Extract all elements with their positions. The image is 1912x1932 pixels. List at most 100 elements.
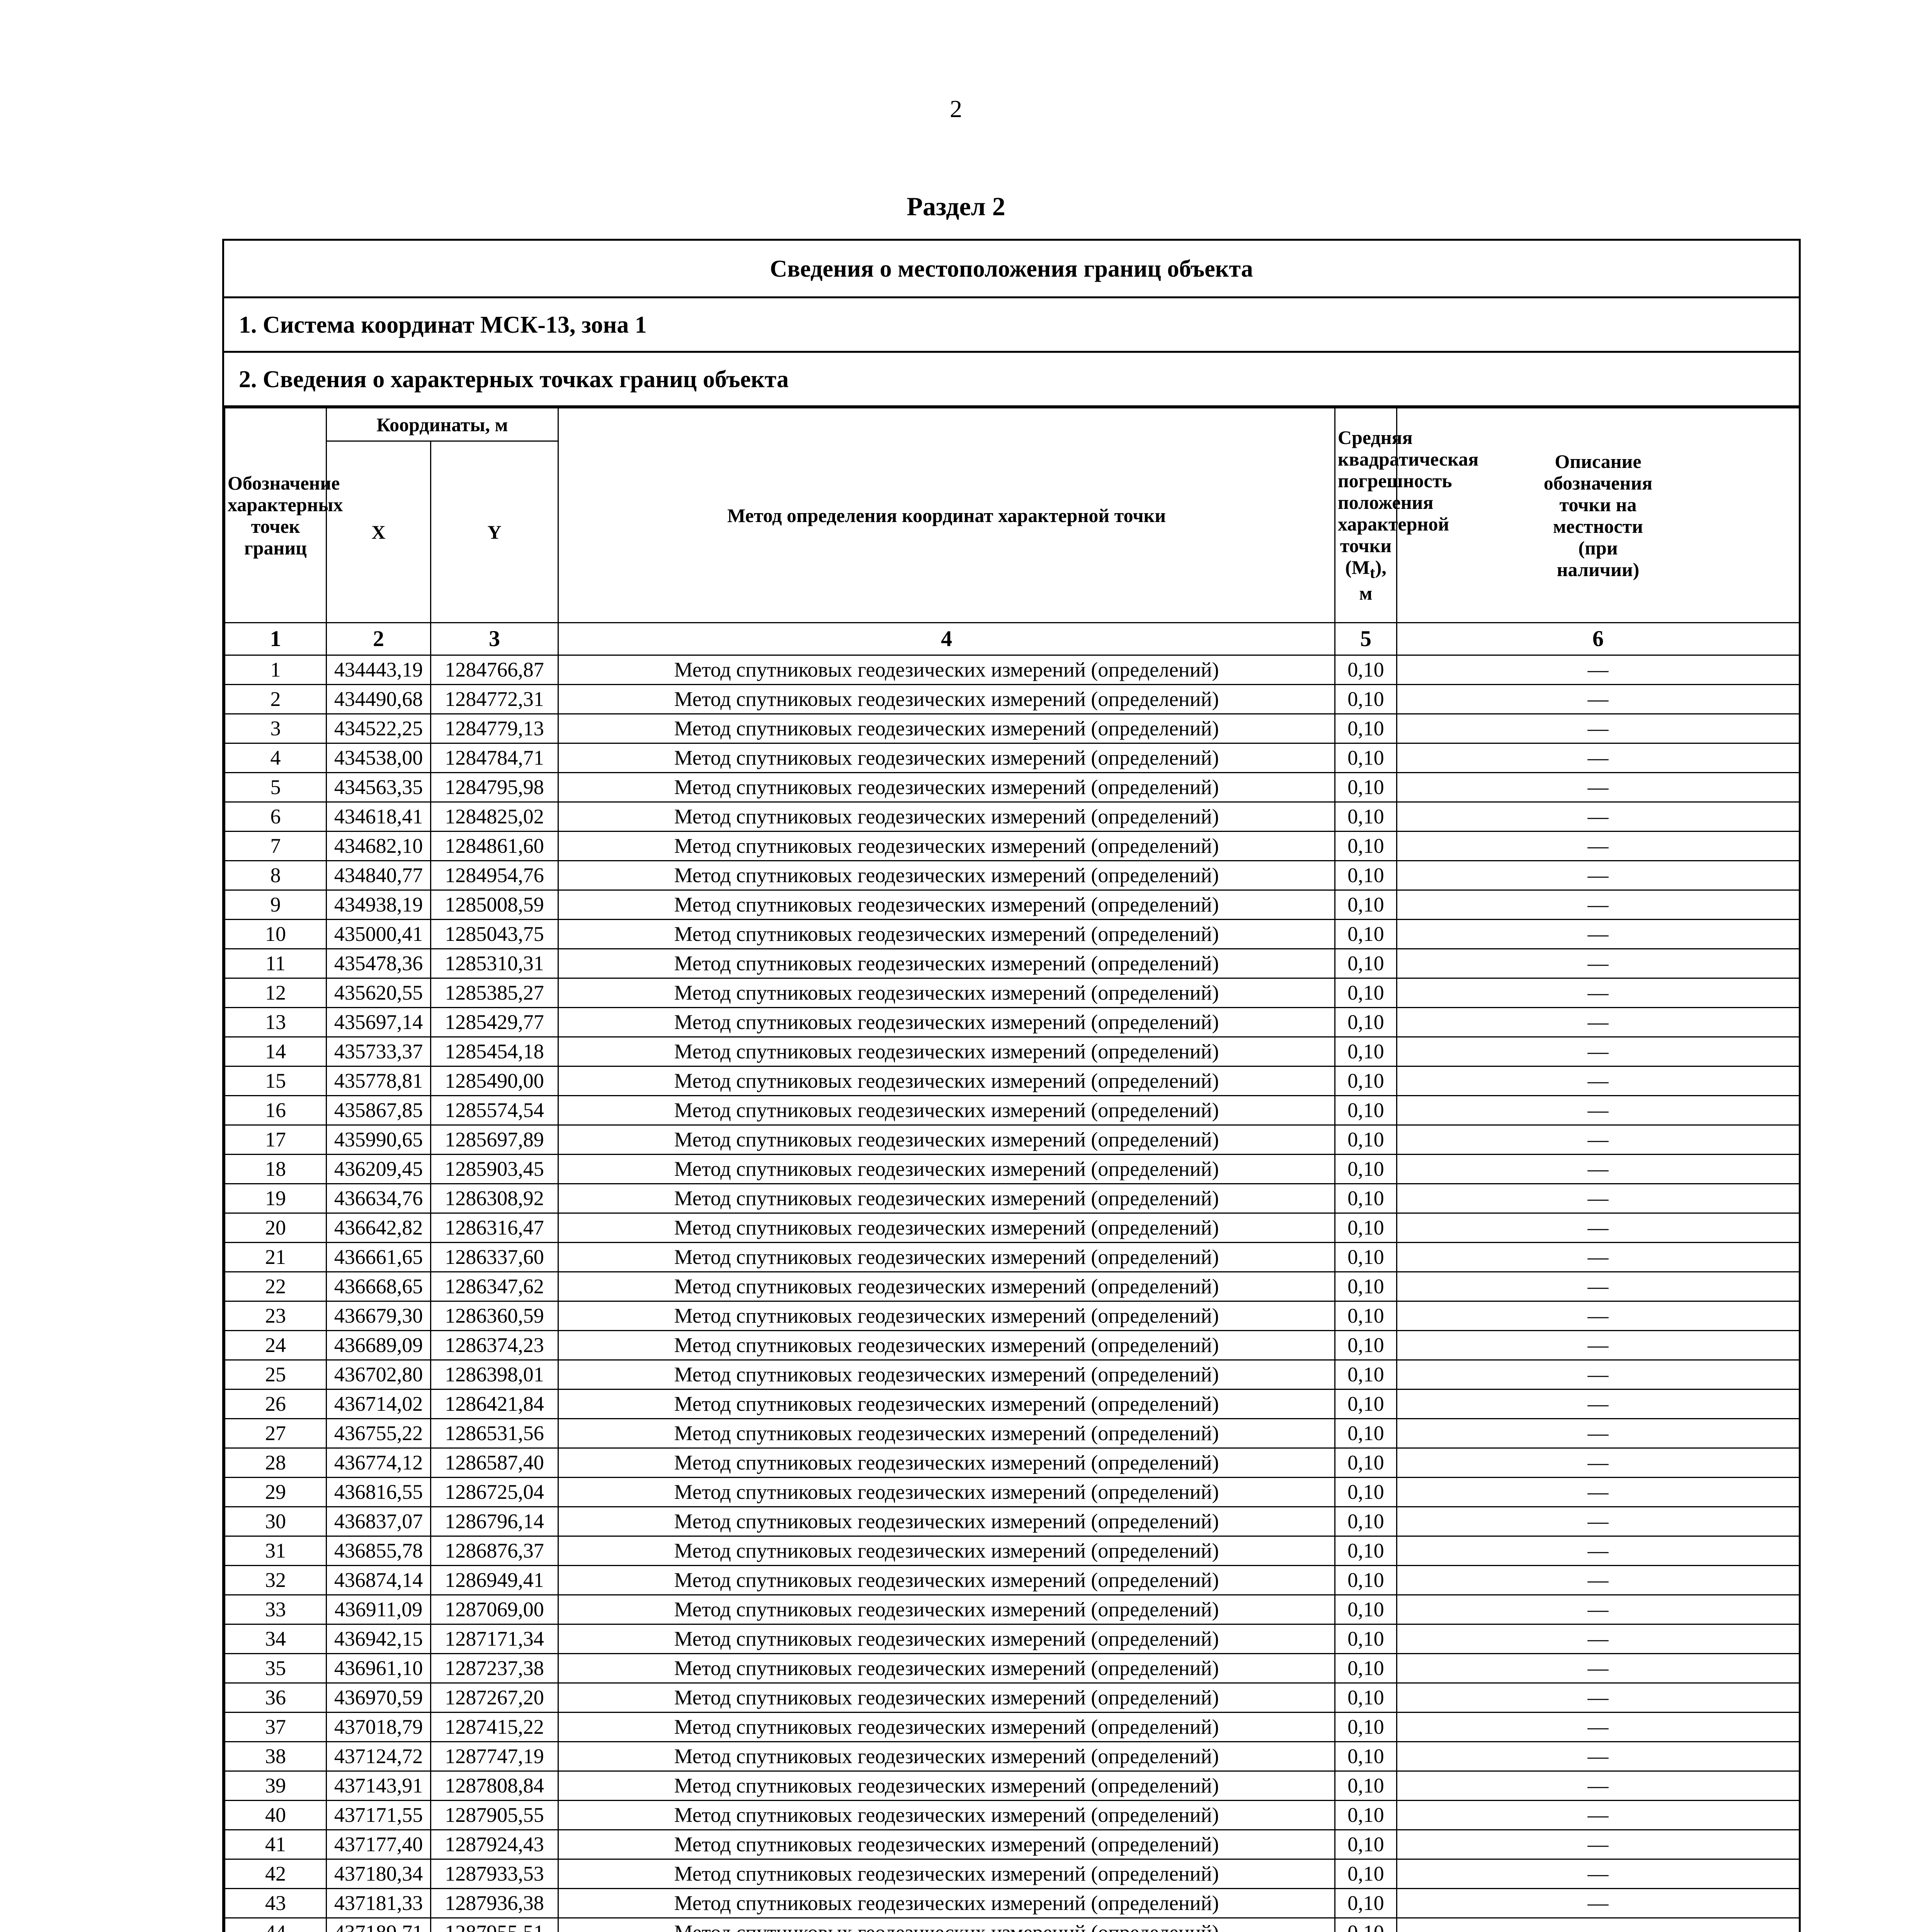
cell-y: 1287936,38: [430, 1888, 559, 1918]
cell-error: 0,10: [1334, 1389, 1397, 1419]
pd-line-3: точек границ: [244, 515, 307, 559]
cell-method: Метод спутниковых геодезических измерени…: [558, 1859, 1335, 1889]
table-row: 23 436679,30 1286360,59 Метод спутниковых г…: [224, 1301, 1800, 1331]
cell-x: 435000,41: [326, 919, 431, 949]
cell-error: 0,10: [1334, 1036, 1397, 1067]
cell-error: 0,10: [1334, 1682, 1397, 1713]
cell-method: Метод спутниковых геодезических измерени…: [558, 889, 1335, 920]
cell-error: 0,10: [1334, 919, 1397, 949]
cell-description: —: [1396, 1770, 1800, 1801]
err-line-2: квадратическая: [1338, 448, 1479, 470]
table-row: 15 435778,81 1285490,00 Метод спутниковых г…: [224, 1066, 1800, 1096]
table-row: 33 436911,09 1287069,00 Метод спутниковых г…: [224, 1594, 1800, 1625]
cell-y: 1286360,59: [430, 1301, 559, 1331]
cell-error: 0,10: [1334, 655, 1397, 685]
cell-description: —: [1396, 1066, 1800, 1096]
table-row: 31 436855,78 1286876,37 Метод спутниковых г…: [224, 1536, 1800, 1566]
desc-line-6: наличии): [1556, 558, 1640, 580]
cell-x: 436816,55: [326, 1477, 431, 1507]
cell-error: 0,10: [1334, 1154, 1397, 1184]
cell-description: —: [1396, 1624, 1800, 1654]
cell-error: 0,10: [1334, 889, 1397, 920]
cell-point-number: 44: [224, 1917, 327, 1932]
cell-y: 1284861,60: [430, 831, 559, 861]
table-row: 39 437143,91 1287808,84 Метод спутниковых г…: [224, 1770, 1800, 1801]
cell-y: 1286398,01: [430, 1359, 559, 1390]
table-row: 14 435733,37 1285454,18 Метод спутниковых г…: [224, 1036, 1800, 1067]
cell-method: Метод спутниковых геодезических измерени…: [558, 919, 1335, 949]
cell-description: —: [1396, 1301, 1800, 1331]
cell-y: 1285008,59: [430, 889, 559, 920]
desc-line-5: (при: [1578, 537, 1618, 559]
cell-y: 1284825,02: [430, 801, 559, 832]
table-head: Обозначение характерных точек границ Коо…: [224, 407, 1800, 656]
cell-method: Метод спутниковых геодезических измерени…: [558, 1917, 1335, 1932]
column-number-6: 6: [1396, 622, 1800, 656]
cell-description: —: [1396, 1359, 1800, 1390]
cell-point-number: 18: [224, 1154, 327, 1184]
cell-error: 0,10: [1334, 1917, 1397, 1932]
cell-description: —: [1396, 1594, 1800, 1625]
column-number-5: 5: [1334, 622, 1397, 656]
cell-description: —: [1396, 713, 1800, 744]
cell-x: 436837,07: [326, 1506, 431, 1537]
cell-description: —: [1396, 684, 1800, 714]
table-body: 1 434443,19 1284766,87 Метод спутниковых ге…: [224, 655, 1800, 1932]
table-row: 11 435478,36 1285310,31 Метод спутниковых г…: [224, 948, 1800, 979]
cell-y: 1287415,22: [430, 1712, 559, 1742]
cell-point-number: 24: [224, 1330, 327, 1361]
cell-y: 1287069,00: [430, 1594, 559, 1625]
cell-y: 1285385,27: [430, 978, 559, 1008]
table-row: 2 434490,68 1284772,31 Метод спутниковых ге…: [224, 684, 1800, 714]
header-error: Средняя квадратическая погрешность полож…: [1334, 407, 1478, 623]
table-row: 29 436816,55 1286725,04 Метод спутниковых г…: [224, 1477, 1800, 1507]
cell-x: 437143,91: [326, 1770, 431, 1801]
cell-method: Метод спутниковых геодезических измерени…: [558, 978, 1335, 1008]
cell-error: 0,10: [1334, 831, 1397, 861]
table-row: 43 437181,33 1287936,38 Метод спутниковых г…: [224, 1888, 1800, 1918]
cell-error: 0,10: [1334, 713, 1397, 744]
cell-method: Метод спутниковых геодезических измерени…: [558, 1624, 1335, 1654]
cell-method: Метод спутниковых геодезических измерени…: [558, 1389, 1335, 1419]
cell-y: 1285429,77: [430, 1007, 559, 1037]
cell-method: Метод спутниковых геодезических измерени…: [558, 1770, 1335, 1801]
cell-point-number: 37: [224, 1712, 327, 1742]
cell-error: 0,10: [1334, 1066, 1397, 1096]
cell-method: Метод спутниковых геодезических измерени…: [558, 1066, 1335, 1096]
cell-error: 0,10: [1334, 1359, 1397, 1390]
table-row: 10 435000,41 1285043,75 Метод спутниковых г…: [224, 919, 1800, 949]
cell-method: Метод спутниковых геодезических измерени…: [558, 1829, 1335, 1860]
cell-y: 1285697,89: [430, 1124, 559, 1155]
cell-error: 0,10: [1334, 1418, 1397, 1449]
table-row: 12 435620,55 1285385,27 Метод спутниковых г…: [224, 978, 1800, 1008]
header-row-group: Обозначение характерных точек границ Коо…: [224, 407, 1800, 623]
cell-x: 436661,65: [326, 1242, 431, 1272]
cell-description: —: [1396, 1036, 1800, 1067]
cell-point-number: 40: [224, 1800, 327, 1830]
table-row: 24 436689,09 1286374,23 Метод спутниковых г…: [224, 1330, 1800, 1361]
cell-x: 436970,59: [326, 1682, 431, 1713]
cell-method: Метод спутниковых геодезических измерени…: [558, 1183, 1335, 1214]
cell-error: 0,10: [1334, 860, 1397, 891]
cell-y: 1287924,43: [430, 1829, 559, 1860]
cell-point-number: 14: [224, 1036, 327, 1067]
err-line-1: Средняя: [1338, 427, 1413, 449]
cell-y: 1285490,00: [430, 1066, 559, 1096]
cell-x: 435478,36: [326, 948, 431, 979]
cell-description: —: [1396, 1536, 1800, 1566]
cell-description: —: [1396, 1095, 1800, 1126]
cell-point-number: 22: [224, 1271, 327, 1302]
cell-x: 434840,77: [326, 860, 431, 891]
cell-description: —: [1396, 1271, 1800, 1302]
cell-point-number: 2: [224, 684, 327, 714]
cell-y: 1285903,45: [430, 1154, 559, 1184]
cell-description: —: [1396, 1506, 1800, 1537]
cell-error: 0,10: [1334, 1565, 1397, 1595]
cell-x: 437018,79: [326, 1712, 431, 1742]
cell-point-number: 36: [224, 1682, 327, 1713]
cell-x: 436689,09: [326, 1330, 431, 1361]
cell-error: 0,10: [1334, 1594, 1397, 1625]
cell-method: Метод спутниковых геодезических измерени…: [558, 801, 1335, 832]
cell-point-number: 26: [224, 1389, 327, 1419]
